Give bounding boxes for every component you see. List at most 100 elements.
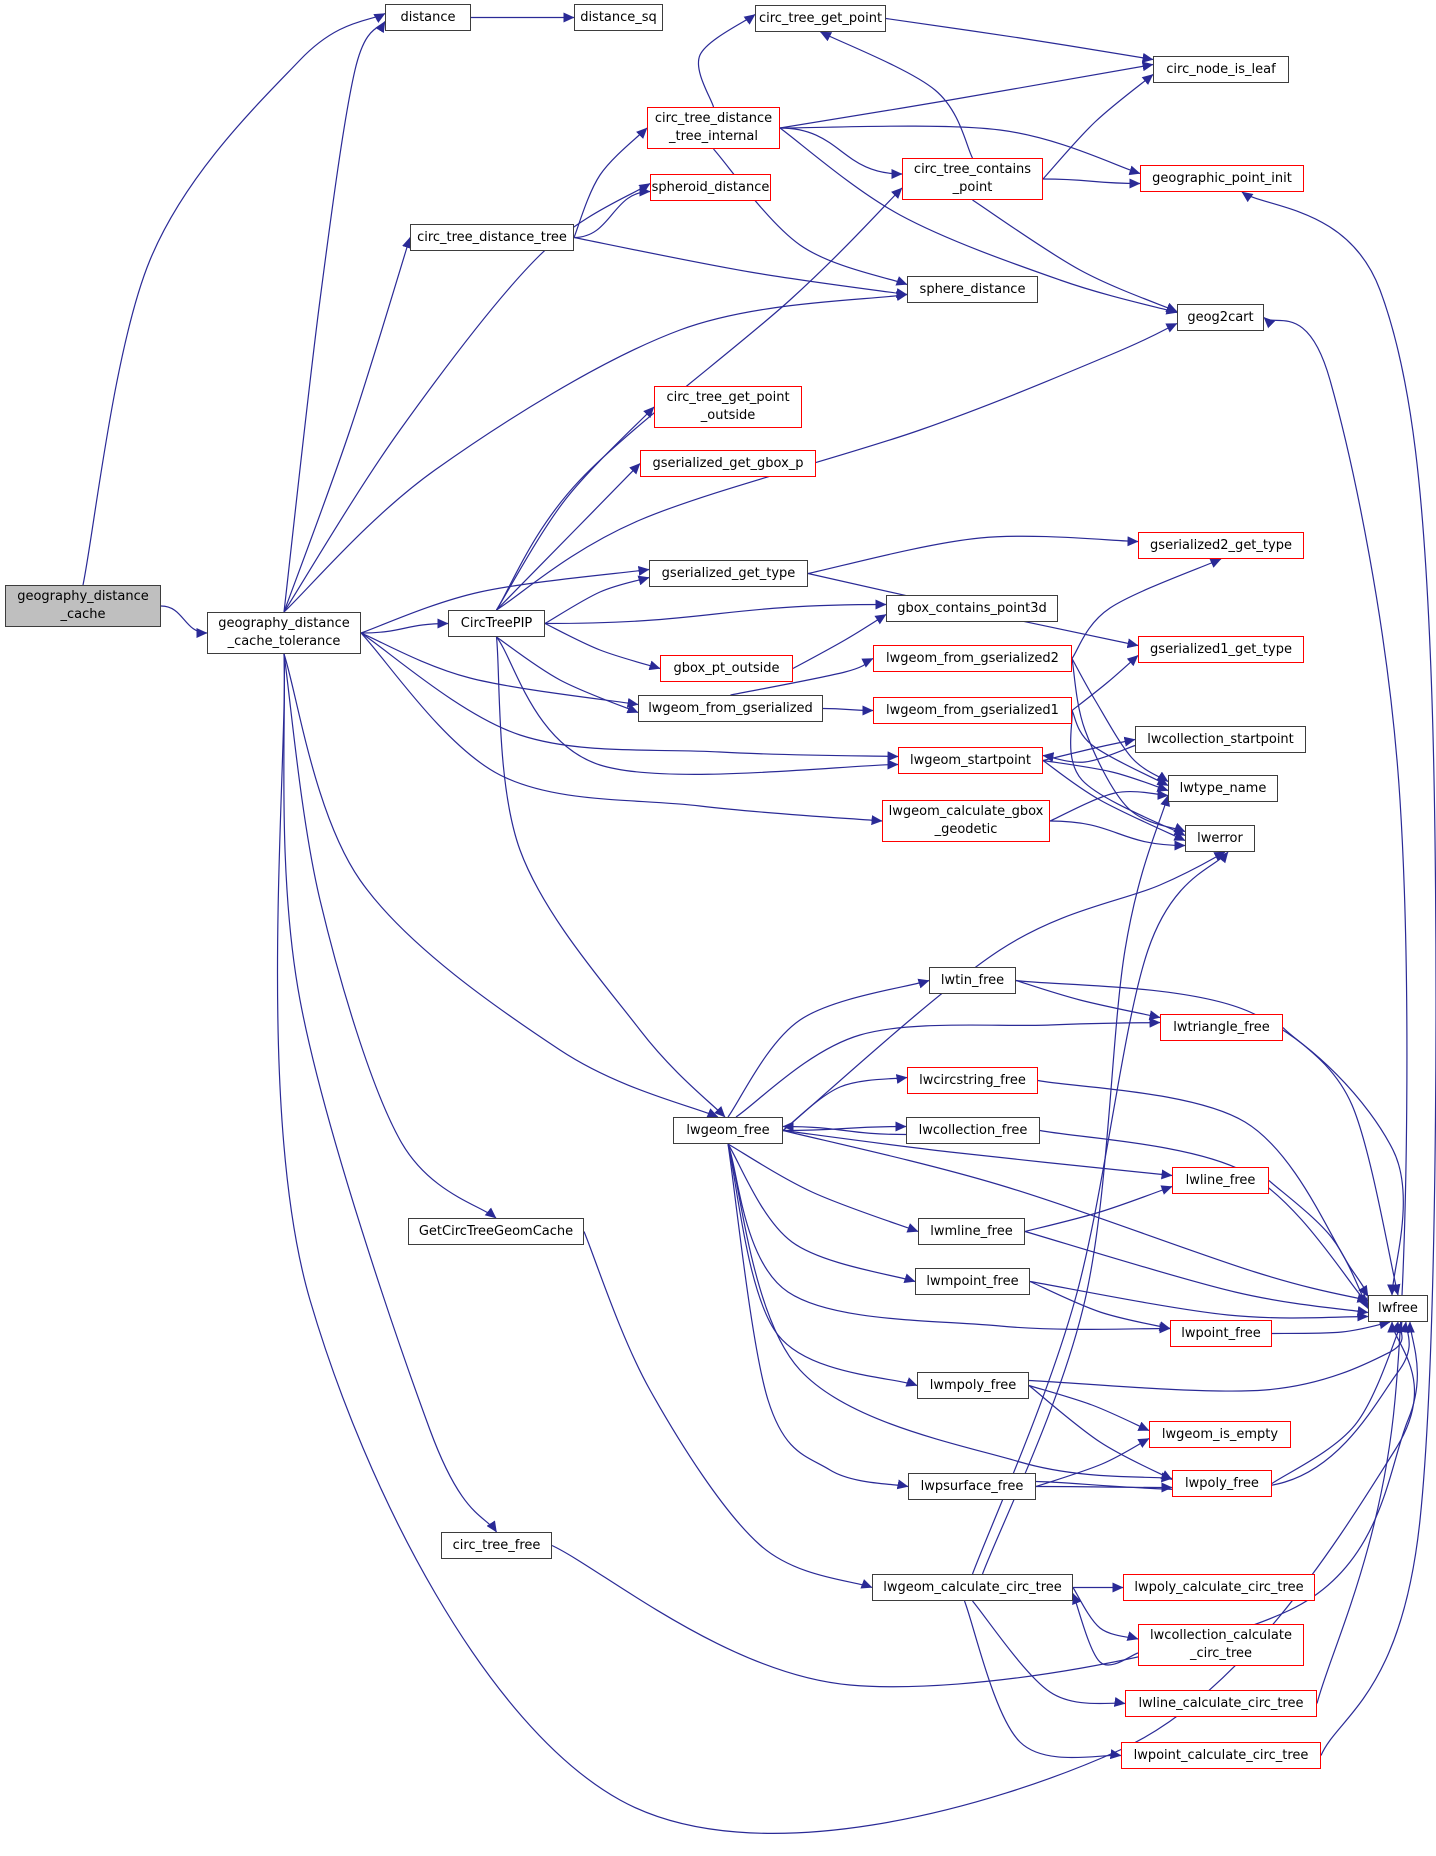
- graph-node-label: geog2cart: [1187, 309, 1254, 325]
- graph-node-lwline_free[interactable]: lwline_free: [1172, 1167, 1269, 1194]
- edge-lwgeom_free-to-lwmline_free: [727, 1143, 919, 1233]
- graph-node-label: lwcircstring_free: [919, 1072, 1026, 1088]
- graph-node-spheroid_distance[interactable]: spheroid_distance: [650, 174, 771, 201]
- graph-node-lwpoly_calculate_circ_tree[interactable]: lwpoly_calculate_circ_tree: [1123, 1574, 1315, 1601]
- graph-node-lwmline_free[interactable]: lwmline_free: [918, 1218, 1025, 1245]
- graph-node-circ_tree_get_point[interactable]: circ_tree_get_point: [755, 5, 886, 32]
- edge-lwpsurface_free-to-lwpoly_free: [1035, 1482, 1173, 1493]
- graph-node-label: lwgeom_from_gserialized2: [886, 650, 1059, 666]
- graph-node-label: circ_tree_get_point: [758, 10, 883, 26]
- edge-circ_tree_contains_point-to-geographic_point_init: [1042, 178, 1141, 189]
- edge-circ_tree_distance_tree-to-sphere_distance: [573, 236, 908, 298]
- graph-node-gbox_pt_outside[interactable]: gbox_pt_outside: [660, 655, 793, 682]
- graph-node-lwline_calculate_circ_tree[interactable]: lwline_calculate_circ_tree: [1125, 1690, 1317, 1717]
- graph-node-label: lwmpoly_free: [929, 1377, 1017, 1393]
- graph-node-circ_tree_distance_tree_internal[interactable]: circ_tree_distance _tree_internal: [647, 107, 780, 149]
- graph-node-circ_tree_get_point_outside[interactable]: circ_tree_get_point _outside: [654, 386, 802, 428]
- graph-node-lwgeom_from_gserialized2[interactable]: lwgeom_from_gserialized2: [873, 645, 1072, 672]
- graph-node-lwgeom_startpoint[interactable]: lwgeom_startpoint: [898, 747, 1043, 774]
- graph-node-gserialized_get_type[interactable]: gserialized_get_type: [649, 560, 808, 587]
- edge-lwcircstring_free-to-lwfree: [1037, 1079, 1369, 1297]
- graph-node-lwerror[interactable]: lwerror: [1185, 825, 1255, 852]
- edge-lwgeom_from_gserialized2-to-lwtype_name: [1071, 658, 1169, 783]
- edge-lwmpoint_free-to-lwpoint_free: [1029, 1280, 1171, 1332]
- edge-lwtriangle_free-to-lwfree: [1282, 1027, 1401, 1296]
- edge-lwgeom_free-to-lwpsurface_free: [727, 1143, 909, 1490]
- edge-CircTreePIP-to-gbox_contains_point3d: [544, 599, 887, 625]
- graph-node-geography_distance_cache_tolerance[interactable]: geography_distance _cache_tolerance: [207, 612, 361, 654]
- graph-node-label: gbox_pt_outside: [673, 660, 780, 676]
- edge-lwgeom_startpoint-to-lwtype_name: [1042, 759, 1169, 792]
- edge-lwgeom_from_gserialized1-to-lwerror: [1070, 710, 1186, 837]
- edge-geography_distance_cache_tolerance-to-gserialized_get_type: [360, 565, 650, 634]
- graph-node-GetCircTreeGeomCache[interactable]: GetCircTreeGeomCache: [408, 1218, 584, 1245]
- graph-node-lwpoint_free[interactable]: lwpoint_free: [1170, 1320, 1272, 1347]
- edge-lwgeom_calculate_gbox_geodetic-to-lwerror: [1049, 820, 1186, 851]
- graph-node-label: lwmline_free: [930, 1223, 1013, 1239]
- graph-node-lwmpoly_free[interactable]: lwmpoly_free: [917, 1372, 1029, 1399]
- graph-node-geog2cart[interactable]: geog2cart: [1177, 304, 1264, 331]
- graph-node-lwmpoint_free[interactable]: lwmpoint_free: [915, 1268, 1030, 1295]
- edge-lwline_free-to-lwfree: [1268, 1180, 1369, 1309]
- graph-node-label: lwtype_name: [1179, 780, 1267, 796]
- graph-node-lwgeom_calculate_circ_tree[interactable]: lwgeom_calculate_circ_tree: [872, 1574, 1073, 1601]
- graph-node-distance[interactable]: distance: [385, 4, 471, 31]
- graph-node-sphere_distance[interactable]: sphere_distance: [907, 276, 1038, 303]
- graph-node-lwgeom_is_empty[interactable]: lwgeom_is_empty: [1149, 1421, 1291, 1448]
- edge-lwmline_free-to-lwfree: [1024, 1230, 1369, 1316]
- edge-CircTreePIP-to-lwgeom_from_gserialized: [496, 636, 639, 714]
- graph-node-geographic_point_init[interactable]: geographic_point_init: [1140, 165, 1304, 192]
- graph-node-gbox_contains_point3d[interactable]: gbox_contains_point3d: [886, 595, 1058, 622]
- graph-node-lwpsurface_free[interactable]: lwpsurface_free: [908, 1473, 1036, 1500]
- graph-node-lwtype_name[interactable]: lwtype_name: [1168, 775, 1278, 802]
- edge-lwtin_free-to-lwtriangle_free: [1015, 979, 1161, 1021]
- graph-node-label: geography_distance: [17, 589, 149, 605]
- graph-node-circ_tree_free[interactable]: circ_tree_free: [441, 1532, 552, 1559]
- graph-node-label: lwcollection_startpoint: [1147, 731, 1294, 747]
- graph-node-lwtin_free[interactable]: lwtin_free: [929, 967, 1016, 994]
- graph-node-label: distance: [400, 9, 456, 25]
- graph-node-label: circ_tree_free: [452, 1537, 541, 1553]
- edge-geography_distance_cache_tolerance-to-lwgeom_free: [283, 653, 719, 1118]
- graph-node-lwcollection_startpoint[interactable]: lwcollection_startpoint: [1135, 726, 1306, 753]
- graph-node-label: lwerror: [1197, 830, 1243, 846]
- graph-node-label: lwpoint_calculate_circ_tree: [1133, 1747, 1309, 1763]
- edge-lwgeom_calculate_gbox_geodetic-to-lwtype_name: [1049, 790, 1169, 822]
- graph-node-lwpoly_free[interactable]: lwpoly_free: [1172, 1470, 1272, 1497]
- graph-node-lwgeom_from_gserialized1[interactable]: lwgeom_from_gserialized1: [873, 697, 1072, 724]
- edge-geography_distance_cache_tolerance-to-sphere_distance: [283, 291, 908, 613]
- graph-node-label: GetCircTreeGeomCache: [418, 1223, 574, 1239]
- edge-circ_tree_distance_tree_internal-to-geographic_point_init: [779, 125, 1141, 176]
- graph-node-gserialized1_get_type[interactable]: gserialized1_get_type: [1138, 636, 1304, 663]
- edge-circ_tree_distance_tree_internal-to-sphere_distance: [713, 148, 908, 286]
- graph-node-lwcollection_calculate_circ_tree[interactable]: lwcollection_calculate _circ_tree: [1138, 1624, 1304, 1666]
- graph-node-CircTreePIP[interactable]: CircTreePIP: [448, 610, 545, 637]
- graph-node-circ_node_is_leaf[interactable]: circ_node_is_leaf: [1153, 56, 1289, 83]
- graph-node-gserialized_get_gbox_p[interactable]: gserialized_get_gbox_p: [640, 450, 816, 477]
- edge-lwgeom_free-to-lwmpoint_free: [727, 1143, 916, 1284]
- graph-node-label: lwpsurface_free: [920, 1478, 1024, 1494]
- graph-node-distance_sq[interactable]: distance_sq: [574, 4, 663, 31]
- graph-node-lwgeom_free[interactable]: lwgeom_free: [673, 1117, 783, 1144]
- graph-node-label: geographic_point_init: [1152, 170, 1292, 186]
- graph-node-gserialized2_get_type[interactable]: gserialized2_get_type: [1138, 532, 1304, 559]
- graph-node-lwgeom_calculate_gbox_geodetic[interactable]: lwgeom_calculate_gbox _geodetic: [882, 800, 1050, 842]
- edge-circ_tree_distance_tree_internal-to-circ_tree_get_point: [697, 14, 756, 108]
- graph-node-geography_distance_cache[interactable]: geography_distance _cache: [5, 585, 161, 627]
- edge-lwpoly_free-to-lwfree: [1271, 1321, 1403, 1484]
- graph-node-lwtriangle_free[interactable]: lwtriangle_free: [1160, 1014, 1283, 1041]
- graph-node-lwpoint_calculate_circ_tree[interactable]: lwpoint_calculate_circ_tree: [1121, 1742, 1321, 1769]
- edge-lwgeom_calculate_circ_tree-to-lwerror: [971, 851, 1229, 1575]
- graph-node-label: lwpoint_free: [1181, 1325, 1261, 1341]
- graph-node-circ_tree_distance_tree[interactable]: circ_tree_distance_tree: [410, 224, 574, 251]
- graph-node-lwgeom_from_gserialized[interactable]: lwgeom_from_gserialized: [638, 695, 823, 722]
- graph-node-lwcollection_free[interactable]: lwcollection_free: [906, 1117, 1040, 1144]
- edge-lwpoint_free-to-lwfree: [1271, 1319, 1391, 1335]
- graph-node-lwfree[interactable]: lwfree: [1368, 1295, 1428, 1322]
- graph-node-lwcircstring_free[interactable]: lwcircstring_free: [907, 1067, 1038, 1094]
- edge-GetCircTreeGeomCache-to-lwgeom_calculate_circ_tree: [583, 1231, 873, 1589]
- graph-node-label: lwgeom_calculate_gbox: [888, 804, 1044, 820]
- graph-node-circ_tree_contains_point[interactable]: circ_tree_contains _point: [902, 158, 1043, 200]
